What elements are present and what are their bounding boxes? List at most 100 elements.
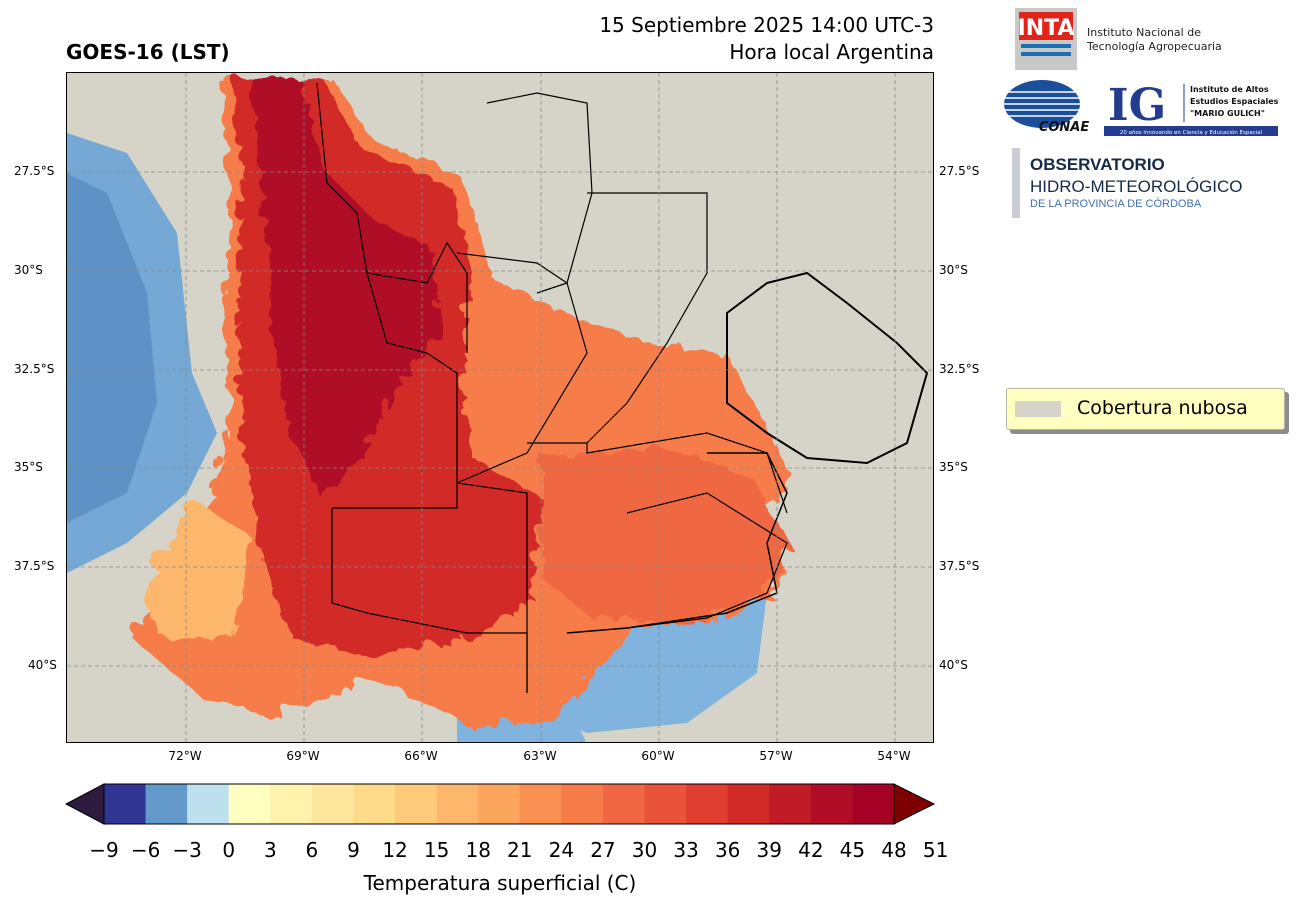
colorbar-tick-label: 12	[382, 838, 408, 862]
inta-mark: INTA	[1018, 16, 1075, 41]
graticule	[67, 73, 933, 742]
colorbar-tick-label: 33	[673, 838, 699, 862]
atlantic-cold-area	[537, 593, 767, 733]
inta-logo: INTA	[1015, 8, 1077, 70]
ig-mark: IG	[1108, 80, 1166, 131]
lon-tick: 66°W	[404, 749, 438, 763]
cloud-patch-north	[467, 103, 627, 293]
date-line: 15 Septiembre 2025 14:00 UTC-3	[599, 13, 934, 37]
colorbar-cell	[769, 784, 812, 824]
colorbar-tick-label: −9	[89, 838, 119, 862]
lat-tick-left: 32.5°S	[14, 362, 55, 376]
ig-logo: IG Instituto de Altos Estudios Espaciale…	[1104, 78, 1278, 136]
lat-tick-right: 37.5°S	[939, 559, 980, 573]
lon-tick: 72°W	[168, 749, 202, 763]
colorbar-cell	[727, 784, 770, 824]
colorbar-tick-label: 27	[590, 838, 616, 862]
svg-text:Estudios Espaciales: Estudios Espaciales	[1190, 97, 1278, 106]
coastline	[566, 452, 788, 634]
lat-tick-right: 40°S	[939, 658, 968, 672]
lat-tick-right: 30°S	[939, 263, 968, 277]
colorbar-cell	[436, 784, 479, 824]
colorbar-cell	[270, 784, 313, 824]
colorbar-under-arrow	[64, 783, 105, 825]
colorbar-tick-label: 48	[881, 838, 907, 862]
colorbar-cell	[311, 784, 354, 824]
legend-swatch	[1015, 401, 1061, 417]
colorbar-cell	[519, 784, 562, 824]
map-panel	[66, 72, 934, 743]
colorbar-cell	[395, 784, 438, 824]
svg-text:HIDRO-METEOROLÓGICO: HIDRO-METEOROLÓGICO	[1030, 177, 1243, 196]
lat-tick-left: 27.5°S	[14, 164, 55, 178]
colorbar-tick-label: 15	[423, 838, 450, 862]
conae-mark: CONAE	[1039, 120, 1090, 134]
lat-tick-left: 30°S	[14, 263, 43, 277]
colorbar-frame	[103, 783, 895, 825]
colorbar-tick-label: 21	[507, 838, 533, 862]
colorbar-tick-label: 24	[548, 838, 575, 862]
colorbar-over-arrow	[893, 783, 936, 825]
colorbar-tick-label: 30	[631, 838, 658, 862]
province-boundaries	[316, 82, 788, 693]
colorbar-cell	[228, 784, 271, 824]
lat-tick-right: 35°S	[939, 460, 968, 474]
svg-text:OBSERVATORIO: OBSERVATORIO	[1030, 155, 1165, 174]
cloud-cover-legend: Cobertura nubosa	[1006, 388, 1285, 430]
colorbar-tick-label: −6	[130, 838, 161, 862]
lat-tick-left: 37.5°S	[14, 559, 55, 573]
colorbar-cell	[561, 784, 604, 824]
colorbar-tick-label: 18	[465, 838, 491, 862]
mild-area	[137, 493, 247, 633]
colorbar-cell	[478, 784, 521, 824]
colorbar-tick-label: 42	[798, 838, 824, 862]
colorbar-cell	[644, 784, 687, 824]
inta-line2: Tecnología Agropecuaria	[1087, 40, 1222, 53]
colorbar-cell	[810, 784, 853, 824]
svg-text:DE LA PROVINCIA DE CÓRDOBA: DE LA PROVINCIA DE CÓRDOBA	[1030, 197, 1202, 210]
date-block: 15 Septiembre 2025 14:00 UTC-3 Hora loca…	[599, 12, 934, 66]
colorbar-title: Temperatura superficial (C)	[363, 871, 637, 895]
svg-text:"MARIO GULICH": "MARIO GULICH"	[1190, 109, 1265, 118]
lon-tick: 63°W	[523, 749, 557, 763]
colorbar-cell	[187, 784, 230, 824]
pacific-cold-core	[67, 173, 157, 523]
lon-tick: 60°W	[641, 749, 675, 763]
map-title: GOES-16 (LST)	[66, 40, 230, 64]
svg-text:Instituto de Altos: Instituto de Altos	[1190, 85, 1269, 94]
svg-text:20 años innovando en Ciencia y: 20 años innovando en Ciencia y Educación…	[1120, 129, 1263, 136]
colorbar-cell	[602, 784, 646, 824]
colorbar-cell	[104, 784, 147, 824]
observatorio-logo: OBSERVATORIO HIDRO-METEOROLÓGICO DE LA P…	[1012, 148, 1243, 218]
lon-tick: 54°W	[877, 749, 911, 763]
lat-tick-left: 40°S	[28, 658, 57, 672]
lst-map	[67, 73, 933, 742]
lat-tick-right: 27.5°S	[939, 164, 980, 178]
uruguay-boundary	[726, 271, 929, 465]
cloud-patch-uruguay	[707, 283, 927, 468]
colorbar-tick-label: 3	[263, 838, 277, 862]
lat-tick-left: 35°S	[14, 460, 43, 474]
colorbar-cell	[852, 784, 895, 824]
colorbar-tick-label: 51	[922, 838, 949, 862]
lat-tick-right: 32.5°S	[939, 362, 980, 376]
conae-logo: CONAE	[1004, 80, 1090, 134]
local-time-line: Hora local Argentina	[729, 40, 934, 64]
pampas-warm-area	[537, 443, 787, 618]
colorbar-tick-label: −3	[172, 838, 202, 862]
hottest-area	[247, 73, 437, 493]
colorbar-tick-label: 6	[305, 838, 319, 862]
legend-label: Cobertura nubosa	[1077, 397, 1248, 419]
colorbar-cell	[686, 784, 729, 824]
inta-text: Instituto Nacional de Tecnología Agropec…	[1087, 26, 1222, 54]
inta-line1: Instituto Nacional de	[1087, 26, 1201, 39]
colorbar-cell	[353, 784, 396, 824]
colorbar-tick-label: 45	[839, 838, 866, 862]
colorbar	[64, 783, 936, 825]
colorbar-tick-label: 39	[756, 838, 782, 862]
colorbar-tick-label: 0	[222, 838, 236, 862]
colorbar-tick-label: 9	[347, 838, 360, 862]
colorbar-tick-label: 36	[714, 838, 741, 862]
lon-tick: 57°W	[759, 749, 793, 763]
colorbar-cell	[145, 784, 188, 824]
